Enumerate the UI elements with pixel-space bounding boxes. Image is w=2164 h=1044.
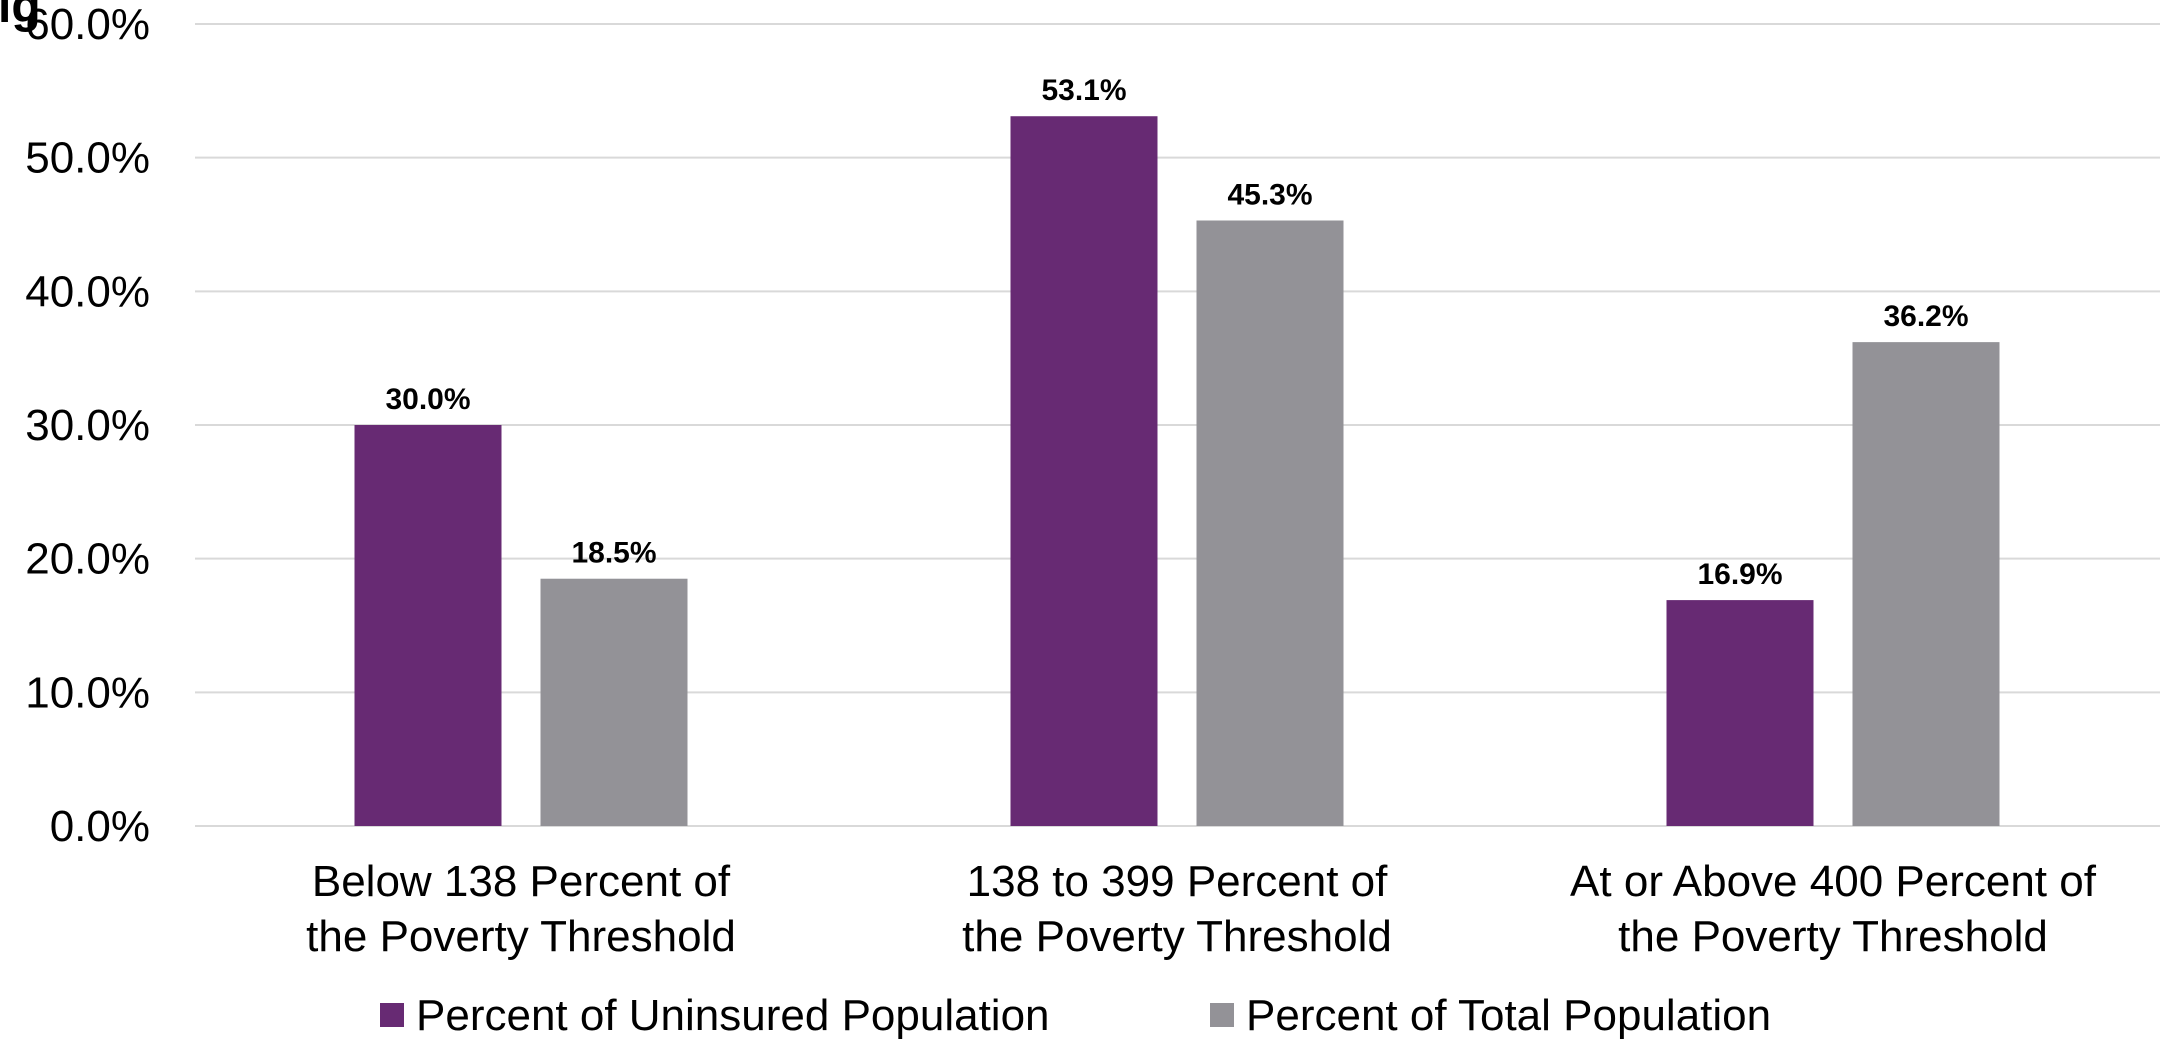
- data-label: 30.0%: [385, 383, 470, 416]
- data-label: 18.5%: [571, 537, 656, 570]
- bar-uninsured-3: [1666, 600, 1814, 826]
- category-label: Below 138 Percent of: [312, 857, 731, 906]
- cut-off-title-fragment: ig: [0, 0, 41, 33]
- category-label: the Poverty Threshold: [962, 912, 1392, 961]
- y-tick-label: 10.0%: [25, 668, 150, 717]
- y-tick-label: 20.0%: [25, 535, 150, 584]
- category-label: the Poverty Threshold: [1618, 912, 2048, 961]
- category-label: the Poverty Threshold: [306, 912, 736, 961]
- bar-total-1: [540, 578, 688, 826]
- category-label: At or Above 400 Percent of: [1570, 857, 2097, 906]
- data-label: 45.3%: [1227, 178, 1312, 211]
- y-tick-label: 0.0%: [50, 802, 150, 851]
- y-tick-label: 50.0%: [25, 134, 150, 183]
- y-tick-label: 30.0%: [25, 401, 150, 450]
- y-axis-tick-labels: 0.0% 10.0% 20.0% 30.0% 40.0% 50.0% 60.0%: [25, 0, 150, 851]
- bar-total-3: [1852, 342, 2000, 826]
- legend: Percent of Uninsured Population Percent o…: [380, 991, 1771, 1040]
- legend-swatch: [1210, 1003, 1234, 1027]
- legend-swatch: [380, 1003, 404, 1027]
- bar-uninsured-1: [354, 425, 502, 826]
- x-axis-category-labels: Below 138 Percent of the Poverty Threshol…: [306, 857, 2097, 961]
- bars: [354, 116, 2000, 827]
- y-tick-label: 40.0%: [25, 267, 150, 316]
- data-label: 16.9%: [1697, 558, 1782, 591]
- legend-label: Percent of Total Population: [1246, 991, 1771, 1039]
- bar-uninsured-2: [1010, 116, 1158, 827]
- data-labels: 30.0% 53.1% 16.9% 18.5% 45.3% 36.2%: [385, 74, 1968, 591]
- category-label: 138 to 399 Percent of: [967, 857, 1389, 906]
- gridlines: [195, 23, 2160, 827]
- legend-label: Percent of Uninsured Population: [416, 991, 1050, 1039]
- bar-total-2: [1196, 220, 1344, 827]
- data-label: 36.2%: [1883, 300, 1968, 333]
- y-tick-label: 60.0%: [25, 0, 150, 49]
- data-label: 53.1%: [1041, 74, 1126, 107]
